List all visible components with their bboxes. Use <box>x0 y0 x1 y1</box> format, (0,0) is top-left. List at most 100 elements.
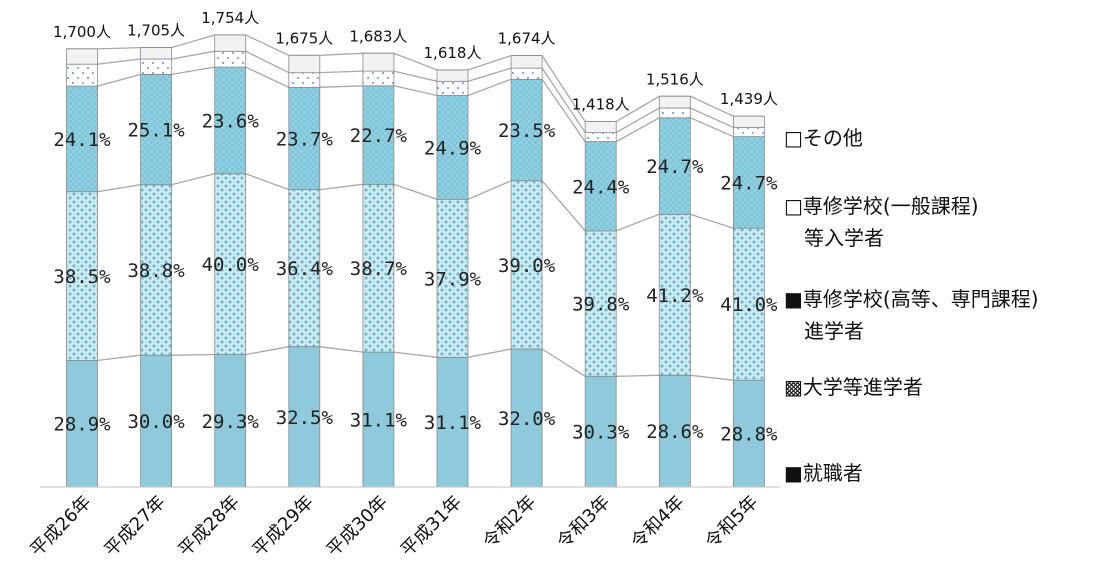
bar-segment-4-4 <box>288 72 321 88</box>
x-tick-7: 令和2年 <box>479 492 540 553</box>
x-tick-4: 平成29年 <box>249 492 318 561</box>
bar-segment-10-3 <box>733 136 765 229</box>
bar-segment-10-4 <box>733 126 765 138</box>
connector-line-1 <box>66 346 765 381</box>
data-label-1-1: 28.9% <box>53 414 111 436</box>
bar-segment-1-1 <box>66 359 98 488</box>
data-label-10-1: 28.8% <box>720 424 778 446</box>
x-tick-5: 平成30年 <box>323 492 392 561</box>
data-label-4-3: 23.7% <box>276 128 334 150</box>
bar-segment-3-2 <box>214 173 247 356</box>
data-label-2-3: 25.1% <box>127 120 185 142</box>
bar-segment-6-5 <box>436 69 469 82</box>
total-label-3: 1,754人 <box>201 9 259 27</box>
data-label-3-1: 29.3% <box>202 411 260 433</box>
bar-segment-9-5 <box>658 95 691 109</box>
bar-segment-3-4 <box>214 50 247 68</box>
data-label-8-1: 30.3% <box>572 422 630 444</box>
x-tick-6: 平成31年 <box>397 492 466 561</box>
bar-segment-4-3 <box>288 86 321 191</box>
bar-segment-1-4 <box>66 63 98 87</box>
bar-segment-4-5 <box>288 55 321 74</box>
data-label-10-2: 41.0% <box>720 294 778 316</box>
connector-line-3 <box>66 66 765 143</box>
data-label-5-3: 22.7% <box>350 125 408 147</box>
x-tick-3: 平成28年 <box>175 492 244 561</box>
bar-segment-3-5 <box>214 34 247 52</box>
bar-segment-6-4 <box>436 80 469 96</box>
data-label-10-3: 24.7% <box>720 172 778 194</box>
bar-segment-9-3 <box>658 117 691 215</box>
total-label-10: 1,439人 <box>720 90 778 108</box>
bar-segment-7-4 <box>510 67 543 80</box>
data-label-1-3: 24.1% <box>53 129 111 151</box>
x-tick-8: 令和3年 <box>553 492 614 553</box>
bar-segment-8-5 <box>584 121 617 133</box>
bar-segment-6-3 <box>436 95 469 200</box>
bar-segment-2-5 <box>140 47 173 60</box>
data-label-5-2: 38.7% <box>350 258 408 280</box>
legend-item-3: ■専修学校(高等、専門課程) <box>784 287 1039 311</box>
connector-line-4 <box>66 50 765 134</box>
data-label-4-1: 32.5% <box>276 407 334 429</box>
bar-segment-9-1 <box>658 374 691 488</box>
data-label-6-3: 24.9% <box>424 137 482 159</box>
bar-segment-2-2 <box>140 184 173 356</box>
x-tick-9: 令和4年 <box>627 492 688 553</box>
bar-segment-3-3 <box>214 66 247 175</box>
legend-item-1: □その他 <box>784 126 863 150</box>
total-label-1: 1,700人 <box>53 23 111 41</box>
bar-segment-10-2 <box>733 227 765 381</box>
connector-line-2 <box>66 173 765 232</box>
bar-segment-7-3 <box>510 78 543 182</box>
connector-line-5 <box>66 34 765 123</box>
bar-segment-7-5 <box>510 55 543 69</box>
data-label-9-2: 41.2% <box>646 285 704 307</box>
legend-item-5: ■就職者 <box>784 461 863 485</box>
total-label-4: 1,675人 <box>275 29 333 47</box>
bar-segment-1-2 <box>66 191 98 361</box>
bar-segment-1-5 <box>66 48 98 65</box>
bar-segment-8-4 <box>584 132 617 143</box>
data-label-9-3: 24.7% <box>646 156 704 178</box>
data-label-1-2: 38.5% <box>53 266 111 288</box>
data-label-5-1: 31.1% <box>350 410 408 432</box>
data-label-4-2: 36.4% <box>276 258 334 280</box>
data-label-2-2: 38.8% <box>127 260 185 282</box>
bar-segment-8-3 <box>584 141 617 232</box>
bar-segment-5-2 <box>362 183 395 353</box>
legend-item-2: □専修学校(一般課程) <box>784 194 979 218</box>
total-label-2: 1,705人 <box>127 22 185 40</box>
legend-item-3-line-2: 進学者 <box>804 319 864 343</box>
bar-segment-6-2 <box>436 198 469 358</box>
x-tick-10: 令和5年 <box>701 492 762 553</box>
total-label-7: 1,674人 <box>498 30 556 48</box>
bar-segment-5-3 <box>362 85 395 185</box>
data-label-6-2: 37.9% <box>424 268 482 290</box>
total-label-8: 1,418人 <box>572 96 630 114</box>
bar-segment-5-4 <box>362 70 395 87</box>
bar-segment-2-4 <box>140 58 173 75</box>
x-tick-2: 平成27年 <box>100 492 169 561</box>
data-label-9-1: 28.6% <box>646 421 704 443</box>
total-label-9: 1,516人 <box>646 70 704 88</box>
data-label-8-2: 39.8% <box>572 294 630 316</box>
data-label-2-1: 30.0% <box>127 411 185 433</box>
bar-segment-4-2 <box>288 189 321 348</box>
legend-item-2-line-2: 等入学者 <box>804 226 884 250</box>
bar-segment-2-1 <box>140 354 173 488</box>
bar-segment-10-5 <box>733 115 765 128</box>
data-label-3-3: 23.6% <box>202 110 260 132</box>
total-label-5: 1,683人 <box>349 27 407 45</box>
bar-segment-5-5 <box>362 52 395 72</box>
legend-item-4: ▩大学等進学者 <box>784 375 923 399</box>
data-label-3-2: 40.0% <box>202 254 260 276</box>
bar-segment-7-2 <box>510 180 543 350</box>
data-label-7-3: 23.5% <box>498 120 556 142</box>
bar-segment-9-4 <box>658 107 691 119</box>
x-tick-1: 平成26年 <box>26 492 95 561</box>
data-label-7-2: 39.0% <box>498 255 556 277</box>
total-label-6: 1,618人 <box>424 44 482 62</box>
